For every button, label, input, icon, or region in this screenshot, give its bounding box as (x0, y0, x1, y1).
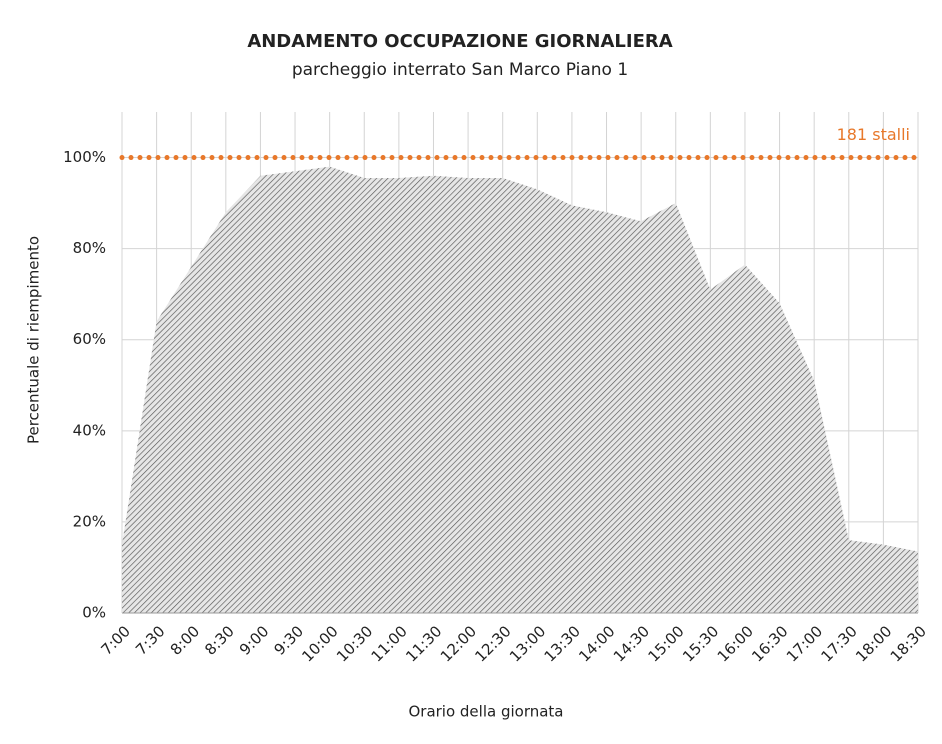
y-tick-label: 80% (73, 239, 106, 257)
x-tick-label: 16:00 (714, 622, 757, 665)
y-tick-label: 40% (73, 421, 106, 439)
y-tick-label: 20% (73, 512, 106, 530)
x-tick-label: 15:30 (679, 622, 722, 665)
x-tick-label: 16:30 (748, 622, 791, 665)
x-tick-label: 10:00 (298, 622, 341, 665)
x-tick-label: 15:00 (644, 622, 687, 665)
y-axis-label: Percentuale di riempimento (25, 236, 43, 444)
y-tick-label: 60% (73, 330, 106, 348)
x-tick-label: 13:30 (541, 622, 584, 665)
chart-title: ANDAMENTO OCCUPAZIONE GIORNALIERA (247, 31, 672, 52)
x-tick-label: 17:00 (783, 622, 826, 665)
y-tick-label: 100% (63, 148, 106, 166)
chart-subtitle: parcheggio interrato San Marco Piano 1 (292, 60, 628, 80)
x-tick-label: 17:30 (817, 622, 860, 665)
area (122, 166, 918, 613)
x-tick-label: 8:30 (201, 622, 238, 659)
x-tick-label: 14:30 (610, 622, 653, 665)
x-tick-label: 9:00 (236, 622, 273, 659)
y-tick-label: 0% (82, 604, 106, 622)
x-axis-label: Orario della giornata (408, 703, 563, 721)
x-tick-label: 12:30 (471, 622, 514, 665)
reference-label: 181 stalli (837, 125, 910, 144)
x-tick-label: 18:30 (887, 622, 930, 665)
x-tick-label: 14:00 (575, 622, 618, 665)
x-tick-label: 7:00 (97, 622, 134, 659)
x-tick-label: 12:00 (437, 622, 480, 665)
x-tick-label: 11:00 (368, 622, 411, 665)
x-tick-label: 8:00 (167, 622, 204, 659)
x-tick-label: 11:30 (402, 622, 445, 665)
x-tick-label: 18:00 (852, 622, 895, 665)
x-tick-label: 13:00 (506, 622, 549, 665)
x-tick-label: 7:30 (132, 622, 169, 659)
x-tick-label: 10:30 (333, 622, 376, 665)
